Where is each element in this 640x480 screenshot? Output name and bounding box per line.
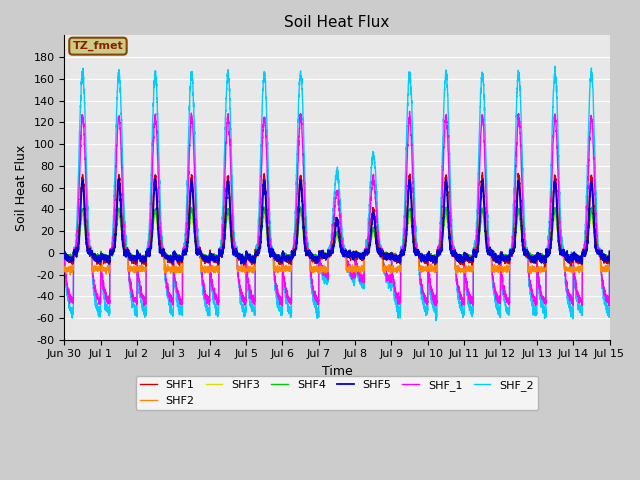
SHF5 bbox=[605, 256, 613, 262]
SHF4 bbox=[68, 257, 76, 263]
SHF_1 bbox=[605, 301, 613, 307]
SHF_2 bbox=[317, 260, 324, 266]
SHF_1 bbox=[406, 108, 413, 114]
SHF1 bbox=[479, 169, 486, 175]
Legend: SHF1, SHF2, SHF3, SHF4, SHF5, SHF_1, SHF_2: SHF1, SHF2, SHF3, SHF4, SHF5, SHF_1, SHF… bbox=[136, 376, 538, 410]
SHF_2 bbox=[460, 308, 467, 313]
SHF5 bbox=[159, 251, 166, 257]
Line: SHF_2: SHF_2 bbox=[65, 66, 609, 321]
SHF1 bbox=[541, 264, 548, 270]
SHF1 bbox=[605, 248, 613, 254]
SHF2 bbox=[429, 267, 437, 273]
SHF4 bbox=[297, 204, 305, 210]
Title: Soil Heat Flux: Soil Heat Flux bbox=[284, 15, 390, 30]
SHF1 bbox=[490, 253, 498, 259]
SHF2 bbox=[152, 176, 159, 181]
SHF_2 bbox=[551, 63, 559, 69]
SHF_1 bbox=[61, 252, 68, 258]
X-axis label: Time: Time bbox=[321, 365, 353, 378]
SHF4 bbox=[460, 254, 467, 260]
SHF1 bbox=[605, 260, 613, 265]
SHF2 bbox=[67, 272, 74, 278]
SHF5 bbox=[490, 255, 498, 261]
SHF2 bbox=[159, 251, 166, 256]
SHF3 bbox=[605, 251, 613, 257]
SHF1 bbox=[159, 251, 166, 257]
SHF_2 bbox=[605, 308, 613, 314]
SHF1 bbox=[61, 252, 68, 258]
SHF4 bbox=[605, 249, 613, 255]
Line: SHF2: SHF2 bbox=[65, 179, 609, 275]
SHF2 bbox=[605, 266, 613, 272]
SHF2 bbox=[317, 268, 324, 274]
SHF5 bbox=[429, 256, 437, 262]
Line: SHF4: SHF4 bbox=[65, 207, 609, 260]
SHF4 bbox=[605, 254, 613, 260]
SHF3 bbox=[605, 258, 613, 264]
SHF3 bbox=[490, 253, 498, 259]
SHF_1 bbox=[490, 280, 498, 286]
SHF3 bbox=[460, 258, 467, 264]
SHF2 bbox=[460, 267, 467, 273]
SHF4 bbox=[159, 251, 166, 257]
SHF_2 bbox=[61, 249, 68, 254]
SHF4 bbox=[429, 253, 437, 259]
SHF_2 bbox=[490, 289, 498, 295]
SHF5 bbox=[605, 249, 613, 255]
SHF4 bbox=[490, 253, 498, 259]
SHF_1 bbox=[532, 303, 540, 309]
SHF_1 bbox=[460, 298, 467, 303]
Line: SHF1: SHF1 bbox=[65, 172, 609, 267]
SHF_1 bbox=[317, 264, 324, 269]
SHF5 bbox=[460, 257, 467, 263]
SHF1 bbox=[459, 258, 467, 264]
SHF5 bbox=[317, 250, 324, 255]
SHF_1 bbox=[159, 247, 166, 253]
SHF3 bbox=[159, 249, 166, 255]
SHF_2 bbox=[429, 300, 436, 306]
SHF_1 bbox=[429, 293, 436, 299]
SHF3 bbox=[61, 250, 68, 255]
SHF5 bbox=[152, 176, 159, 181]
Line: SHF_1: SHF_1 bbox=[65, 111, 609, 306]
SHF_2 bbox=[159, 244, 166, 250]
SHF2 bbox=[490, 269, 498, 275]
Text: TZ_fmet: TZ_fmet bbox=[72, 41, 124, 51]
SHF3 bbox=[317, 252, 324, 257]
SHF2 bbox=[61, 265, 68, 271]
SHF_1 bbox=[605, 251, 613, 256]
SHF4 bbox=[61, 251, 68, 257]
SHF1 bbox=[429, 257, 436, 263]
SHF5 bbox=[105, 261, 113, 267]
SHF1 bbox=[317, 250, 324, 256]
SHF4 bbox=[317, 252, 324, 257]
Line: SHF5: SHF5 bbox=[65, 179, 609, 264]
Line: SHF3: SHF3 bbox=[65, 213, 609, 262]
Y-axis label: Soil Heat Flux: Soil Heat Flux bbox=[15, 144, 28, 231]
SHF2 bbox=[605, 264, 613, 269]
SHF_2 bbox=[605, 248, 613, 254]
SHF3 bbox=[287, 259, 295, 264]
SHF3 bbox=[297, 210, 305, 216]
SHF3 bbox=[429, 255, 437, 261]
SHF_2 bbox=[432, 318, 440, 324]
SHF5 bbox=[61, 249, 68, 255]
